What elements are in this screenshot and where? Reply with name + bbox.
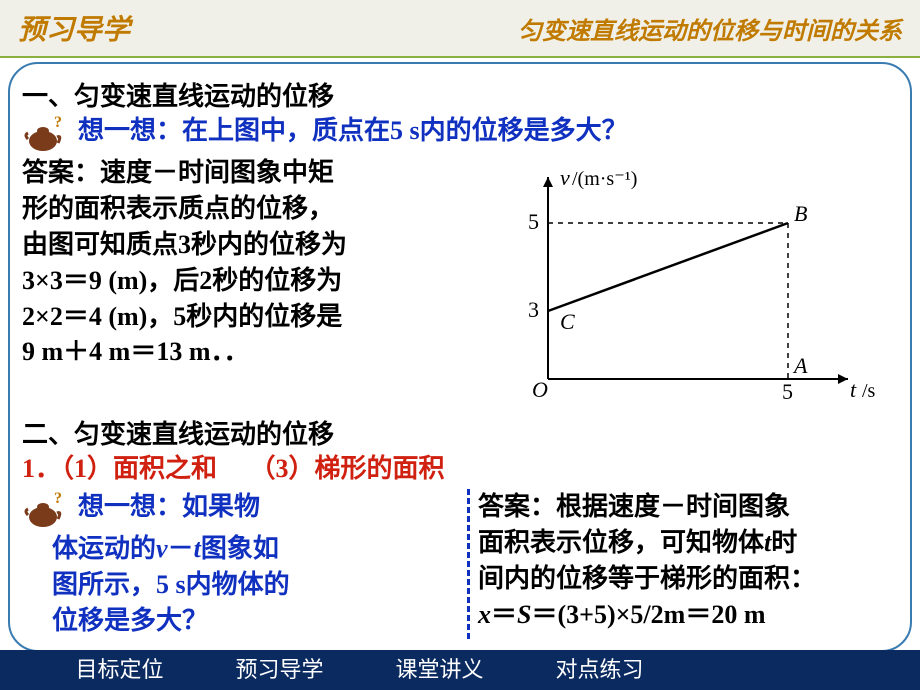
ans2-l1: 面积表示位移，可知物体t时 [478, 525, 898, 561]
chart-C: C [560, 309, 575, 334]
section1-title: 一、匀变速直线运动的位移 [22, 76, 898, 113]
teapot-icon: ? [22, 113, 64, 155]
ans2-l2: 间内的位移等于梯形的面积： [478, 561, 898, 597]
chart-wrap: v /(m·s⁻¹) t /s O 3 5 5 B [492, 155, 898, 412]
main-panel: 一、匀变速直线运动的位移 ? 想一想：在上图中，质点在5 s内的位移是多大？ 答… [8, 62, 912, 652]
chart-ytick-3: 3 [528, 297, 539, 322]
think-text: 在上图中，质点在5 s内的位移是多大？ [182, 116, 628, 145]
section1-think-row: ? 想一想：在上图中，质点在5 s内的位移是多大？ [22, 113, 898, 155]
chart-B: B [794, 201, 807, 226]
section2-think: ? 想一想：如果物 体运动的v－t图象如 图所示，5 s内物体的 位移是多大？ [22, 489, 470, 639]
chart-origin: O [532, 377, 548, 402]
think2-b1: 如果物 [182, 492, 260, 521]
header-bar: 预习导学 匀变速直线运动的位移与时间的关系 [0, 0, 920, 58]
section2-answer: 答案：根据速度－时间图象 面积表示位移，可知物体t时 间内的位移等于梯形的面积：… [470, 489, 898, 639]
upper-row: 答案：速度－时间图象中矩 形的面积表示质点的位移， 由图可知质点3秒内的位移为 … [22, 155, 898, 412]
chart-ytick-5: 5 [528, 209, 539, 234]
section1-think: 想一想：在上图中，质点在5 s内的位移是多大？ [78, 113, 628, 149]
think2-label: 想一想： [78, 492, 182, 521]
ans1-l0: 答案：速度－时间图象中矩 [22, 155, 492, 191]
section2-red: 1．（1）面积之和 （3）梯形的面积 [22, 451, 898, 487]
section1-answer: 答案：速度－时间图象中矩 形的面积表示质点的位移， 由图可知质点3秒内的位移为 … [22, 155, 492, 412]
svg-text:?: ? [54, 114, 62, 131]
chart-ylabel: v [560, 165, 570, 190]
nav-spacer [680, 650, 920, 690]
think2-line0: 想一想：如果物 [78, 489, 260, 525]
nav-item-2[interactable]: 课堂讲义 [360, 650, 520, 690]
chart-xlabel: t [850, 377, 857, 402]
teapot-icon-wrap: ? [22, 113, 78, 155]
section2-title: 二、匀变速直线运动的位移 [22, 414, 898, 451]
chart-xlabel-unit: /s [862, 380, 876, 402]
think2-l1: 体运动的v－t图象如 [22, 531, 463, 567]
chart-xtick-5: 5 [782, 379, 793, 404]
teapot-icon-wrap-2: ? [22, 489, 78, 531]
ans1-l3: 3×3＝9 (m)，后2秒的位移为 [22, 263, 492, 299]
bottom-nav: 目标定位 预习导学 课堂讲义 对点练习 [0, 650, 920, 690]
think2-l3: 位移是多大？ [22, 603, 463, 639]
ans1-l4: 2×2＝4 (m)，5秒内的位移是 [22, 299, 492, 335]
chart-A: A [792, 353, 808, 378]
header-left: 预习导学 [18, 8, 130, 48]
nav-item-1[interactable]: 预习导学 [200, 650, 360, 690]
ans1-l2: 由图可知质点3秒内的位移为 [22, 227, 492, 263]
ans2-l0: 答案：根据速度－时间图象 [478, 489, 898, 525]
nav-item-3[interactable]: 对点练习 [520, 650, 680, 690]
ans1-l1: 形的面积表示质点的位移， [22, 191, 492, 227]
ans1-l5: 9 m＋4 m＝13 m．． [22, 334, 492, 370]
vt-chart: v /(m·s⁻¹) t /s O 3 5 5 B [498, 159, 898, 412]
header-right: 匀变速直线运动的位移与时间的关系 [518, 11, 902, 46]
chart-ylabel-unit: /(m·s⁻¹) [572, 168, 637, 190]
svg-text:?: ? [54, 490, 62, 507]
think2-l2: 图所示，5 s内物体的 [22, 567, 463, 603]
think-label: 想一想： [78, 116, 182, 145]
ans2-l3: x＝S＝(3+5)×5/2m＝20 m [478, 597, 898, 633]
lower-row: ? 想一想：如果物 体运动的v－t图象如 图所示，5 s内物体的 位移是多大？ … [22, 489, 898, 639]
teapot-icon-2: ? [22, 489, 64, 531]
nav-item-0[interactable]: 目标定位 [40, 650, 200, 690]
